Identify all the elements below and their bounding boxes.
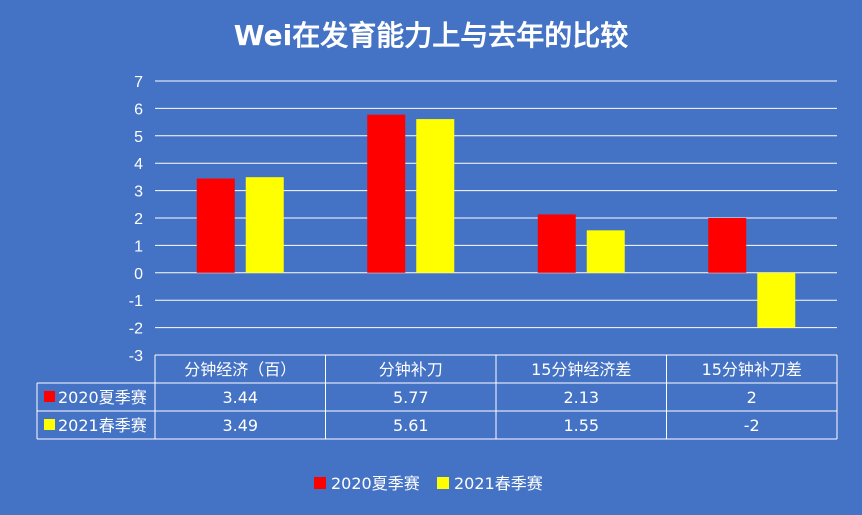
y-tick-label: 0 xyxy=(134,266,143,283)
bar-1-3 xyxy=(537,214,576,273)
y-tick-label: -1 xyxy=(129,293,143,310)
data-table: 分钟经济（百） 分钟补刀 15分钟经济差 15分钟补刀差 2020夏季赛 3.44 5.77… xyxy=(36,354,838,440)
bar-1-4 xyxy=(708,218,747,273)
bar-2-1 xyxy=(245,177,284,273)
bar-1-2 xyxy=(367,114,406,273)
y-axis-ticks: -3 -2 -1 0 1 2 3 4 5 6 7 xyxy=(129,74,143,365)
y-tick-label: 2 xyxy=(134,211,143,228)
bar-2-4 xyxy=(757,272,796,328)
data-label: 5.61 xyxy=(393,416,429,435)
data-label: 3.44 xyxy=(222,388,258,407)
data-label: 3.49 xyxy=(222,416,258,435)
category-label: 15分钟经济差 xyxy=(531,360,631,379)
category-label: 分钟补刀 xyxy=(379,360,443,379)
table-series-name: 2021春季赛 xyxy=(58,416,147,435)
data-label: 2.13 xyxy=(563,388,599,407)
chart-title: Wei在发育能力上与去年的比较 xyxy=(234,19,628,52)
category-label: 15分钟补刀差 xyxy=(702,360,802,379)
y-tick-label: 7 xyxy=(134,74,143,91)
bar-2-3 xyxy=(586,230,625,273)
category-label: 分钟经济（百） xyxy=(184,360,296,379)
y-tick-label: 5 xyxy=(134,129,143,146)
y-tick-label: 3 xyxy=(134,184,143,201)
legend-key xyxy=(314,477,326,489)
legend: 2020夏季赛 2021春季赛 xyxy=(314,474,543,493)
table-legend-key xyxy=(44,419,55,430)
y-tick-label: -2 xyxy=(129,321,143,338)
bar-2-2 xyxy=(416,119,455,273)
data-label: -2 xyxy=(744,416,760,435)
data-label: 5.77 xyxy=(393,388,429,407)
y-tick-label: 6 xyxy=(134,101,143,118)
table-legend-key xyxy=(44,391,55,402)
data-label: 2 xyxy=(747,388,757,407)
gridlines xyxy=(155,80,837,356)
bar-1-1 xyxy=(196,178,235,273)
y-tick-label: 4 xyxy=(134,156,143,173)
legend-key xyxy=(437,477,449,489)
bars xyxy=(196,114,796,328)
legend-label: 2021春季赛 xyxy=(454,474,543,493)
table-series-name: 2020夏季赛 xyxy=(58,388,147,407)
y-tick-label: 1 xyxy=(134,238,143,255)
data-label: 1.55 xyxy=(563,416,599,435)
y-tick-label: -3 xyxy=(129,348,143,365)
legend-label: 2020夏季赛 xyxy=(331,474,420,493)
